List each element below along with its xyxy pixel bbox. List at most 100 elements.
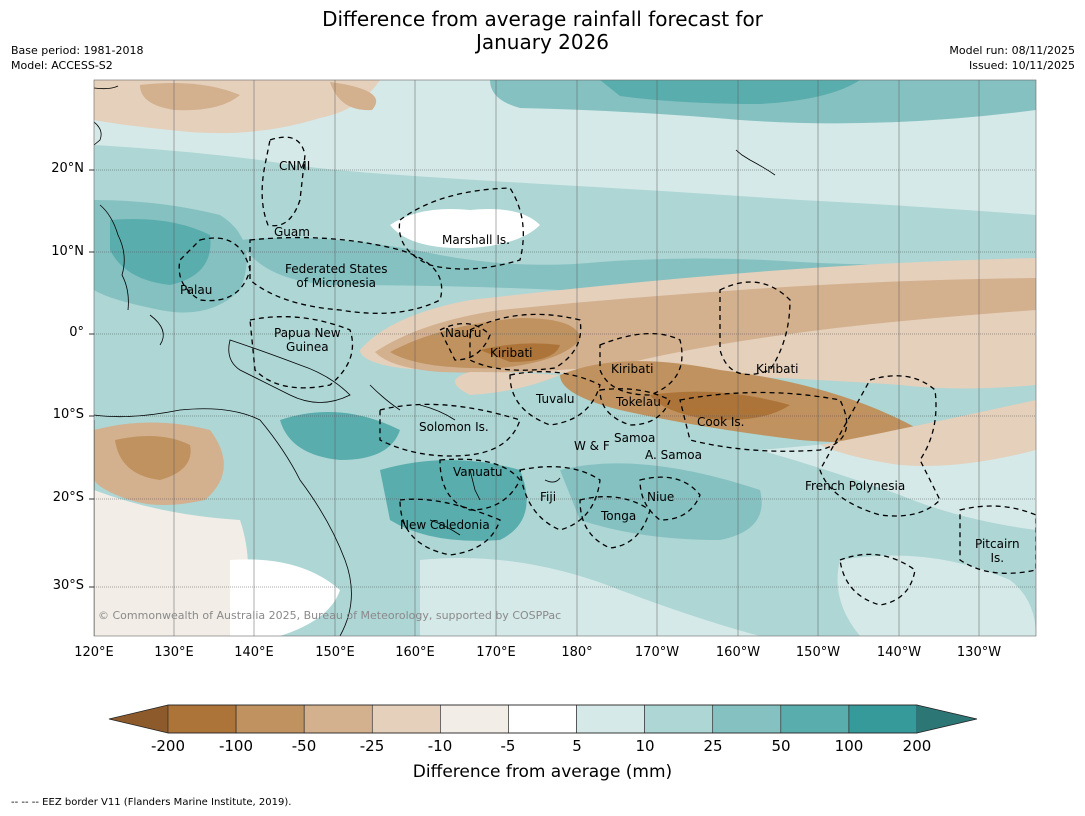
place-label-tuvalu: Tuvalu — [536, 392, 575, 406]
field-north-dry-core — [140, 82, 240, 111]
field-north-dry-core2 — [330, 82, 377, 111]
place-label-pitcairn-line2: Is. — [990, 551, 1005, 565]
place-label-fsm-line2: of Micronesia — [296, 276, 377, 290]
coast-taiwan — [94, 121, 102, 146]
lon-label-150e: 150°E — [315, 645, 355, 660]
eez-kiribati-east — [719, 281, 791, 376]
axis-ticks — [89, 169, 94, 588]
colorbar-tick-label: 50 — [771, 737, 791, 755]
place-label-cook: Cook Is. — [697, 415, 745, 429]
colorbar-tick-label: 200 — [902, 737, 932, 755]
eez-tonga — [579, 496, 651, 549]
lon-label-140e: 140°E — [234, 645, 274, 660]
copyright-notice: © Commonwealth of Australia 2025, Bureau… — [98, 609, 562, 622]
lon-label-120e: 120°E — [74, 645, 114, 660]
model-name: Model: ACCESS-S2 — [11, 59, 113, 72]
place-label-kiribati-central: Kiribati — [611, 362, 654, 376]
eez-marshall — [398, 187, 524, 270]
lon-label-160e: 160°E — [395, 645, 435, 660]
colorbar-bin — [780, 704, 850, 734]
model-run: Model run: 08/11/2025 — [949, 44, 1075, 57]
place-label-new-caledonia: New Caledonia — [400, 518, 490, 532]
colorbar-tick-label: -100 — [218, 737, 254, 755]
field-dry-core-east-center — [650, 391, 790, 420]
colorbar-bin — [644, 704, 714, 734]
place-label-wallis-futuna: W & F — [574, 439, 610, 453]
eez-png — [249, 316, 354, 389]
graticule-latitudes — [94, 169, 1036, 588]
coast-australia-north-east — [94, 408, 352, 636]
eez-new-caledonia — [399, 498, 501, 556]
field-coral-sea-white — [230, 559, 340, 636]
colorbar-bin — [508, 704, 577, 734]
field-australia-dry-core — [115, 436, 191, 480]
colorbar-extend-max — [917, 705, 977, 733]
place-label-kiribati-east: Kiribati — [756, 362, 799, 376]
colorbar-bin — [848, 704, 918, 734]
eez-footnote: -- -- -- EEZ border V11 (Flanders Marine… — [11, 797, 292, 808]
place-label-pitcairn: Pitcairn Is. — [975, 537, 1020, 565]
metadata-left: Base period: 1981-2018 Model: ACCESS-S2 — [11, 43, 143, 73]
metadata-right: Model run: 08/11/2025 Issued: 10/11/2025 — [949, 43, 1075, 73]
eez-niue — [639, 476, 701, 521]
map-title: Difference from average rainfall forecas… — [0, 8, 1085, 54]
coast-solomons — [419, 404, 456, 421]
colorbar-bin — [303, 704, 373, 734]
lon-label-170w: 170°W — [634, 645, 680, 660]
field-australia-south — [94, 490, 248, 636]
field-marshall-patch — [390, 209, 540, 249]
lon-label-180: 180° — [561, 645, 593, 660]
colorbar-outline — [108, 704, 978, 734]
lat-label-10n: 10°N — [51, 244, 84, 259]
colorbar-tick-label: 10 — [635, 737, 655, 755]
colorbar-tick-label: -25 — [359, 737, 385, 755]
place-label-tokelau: Tokelau — [616, 395, 661, 409]
lon-label-160w: 160°W — [715, 645, 761, 660]
place-label-solomon: Solomon Is. — [419, 420, 489, 434]
graticule — [173, 80, 980, 636]
colorbar-label: Difference from average (mm) — [412, 762, 673, 782]
field-dry-core-west-center — [480, 343, 560, 362]
coast-fiji — [544, 477, 561, 483]
colorbar-tick-label: 25 — [703, 737, 723, 755]
place-label-png-line2: Guinea — [286, 340, 329, 354]
field-dry-fringe — [455, 372, 560, 395]
field-fiji-wet — [560, 463, 762, 540]
colorbar-bin — [371, 704, 441, 734]
map-title-line2: January 2026 — [475, 30, 610, 54]
colorbar-tick-label: -10 — [427, 737, 453, 755]
coast-new-guinea — [228, 339, 351, 403]
place-label-fsm-line1: Federated States — [285, 262, 388, 276]
field-south-dry — [820, 400, 1036, 466]
coast-philippines — [99, 204, 129, 311]
colorbar-bins — [167, 704, 918, 734]
place-label-nauru: Nauru — [445, 326, 482, 340]
map-frame — [93, 79, 1037, 637]
lat-label-20s: 20°S — [52, 490, 84, 505]
field-solomon-wet — [280, 412, 400, 460]
coast-vanuatu — [469, 469, 481, 501]
eez-tuvalu — [509, 371, 601, 426]
field-north-wet-core — [600, 80, 860, 104]
base-period: Base period: 1981-2018 — [11, 44, 144, 57]
colorbar-bin — [712, 704, 782, 734]
colorbar-tick-label: -200 — [150, 737, 186, 755]
place-label-french-polynesia: French Polynesia — [805, 479, 906, 493]
eez-cook — [679, 391, 848, 452]
colorbar-tick-label: 100 — [834, 737, 864, 755]
place-label-marshall: Marshall Is. — [442, 233, 510, 247]
place-label-samoa: Samoa — [614, 431, 656, 445]
eez-tokelau — [599, 388, 671, 426]
place-label-niue: Niue — [647, 490, 675, 504]
place-label-guam: Guam — [274, 225, 310, 239]
eez-austral — [839, 553, 916, 606]
coast-asia — [94, 85, 119, 90]
colorbar-bin — [167, 704, 237, 734]
colorbar-bin — [440, 704, 509, 734]
lon-label-150w: 150°W — [795, 645, 841, 660]
lon-label-130e: 130°E — [154, 645, 194, 660]
place-label-palau: Palau — [180, 283, 213, 297]
eez-kiribati-west — [469, 313, 582, 371]
eez-nauru — [439, 323, 491, 361]
